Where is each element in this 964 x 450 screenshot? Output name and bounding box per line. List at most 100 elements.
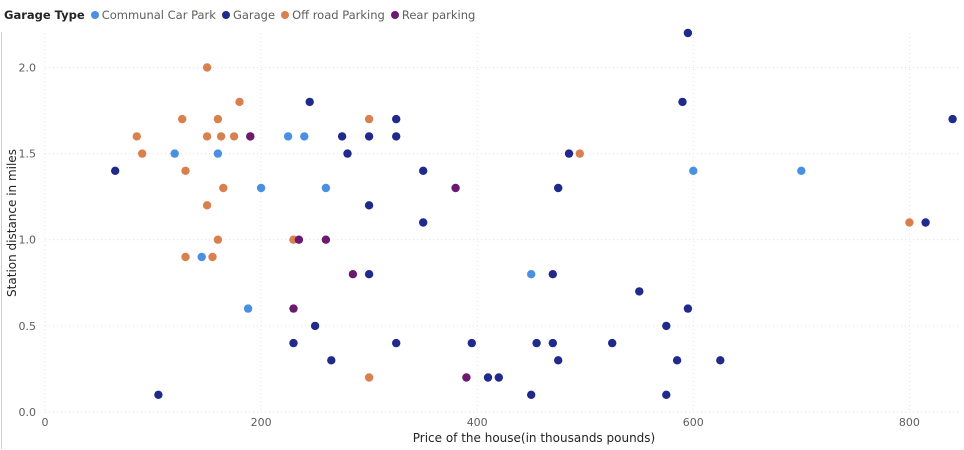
y-tick-label: 0.5 xyxy=(19,320,37,333)
y-tick-label: 1.0 xyxy=(19,234,37,247)
data-point-garage[interactable] xyxy=(921,218,930,227)
legend-title: Garage Type xyxy=(4,8,85,22)
data-point-garage[interactable] xyxy=(467,338,476,348)
data-point-garage[interactable] xyxy=(683,28,693,38)
data-point-garage[interactable] xyxy=(548,270,557,279)
data-point-communal-car-park[interactable] xyxy=(256,183,266,193)
legend-label: Off road Parking xyxy=(292,8,385,22)
data-point-garage[interactable] xyxy=(548,338,557,348)
data-point-garage[interactable] xyxy=(564,149,574,158)
data-point-garage[interactable] xyxy=(532,338,541,348)
x-tick-label: 200 xyxy=(251,416,272,429)
data-point-garage[interactable] xyxy=(364,270,374,279)
data-point-off-road-parking[interactable] xyxy=(138,149,147,158)
legend-item-garage[interactable]: Garage xyxy=(221,8,276,22)
y-tick-label: 1.5 xyxy=(19,148,37,161)
axis-ticks: 0.0 0.5 1.0 1.5 2.0 0 200 400 600 800 xyxy=(19,61,920,429)
data-point-garage[interactable] xyxy=(608,338,617,348)
data-point-garage[interactable] xyxy=(554,183,563,193)
data-point-garage[interactable] xyxy=(419,166,428,175)
data-point-rear-parking[interactable] xyxy=(294,235,304,244)
legend-dot-icon xyxy=(90,11,99,19)
data-point-garage[interactable] xyxy=(683,304,693,313)
legend-item-communal-car-park[interactable]: Communal Car Park xyxy=(90,8,216,22)
data-point-communal-car-park[interactable] xyxy=(170,149,179,158)
data-point-garage[interactable] xyxy=(337,132,347,141)
legend-dot-icon xyxy=(281,11,290,19)
data-point-garage[interactable] xyxy=(310,321,320,331)
data-point-off-road-parking[interactable] xyxy=(364,114,374,124)
data-point-garage[interactable] xyxy=(392,338,401,348)
data-point-garage[interactable] xyxy=(554,356,563,365)
legend-label: Communal Car Park xyxy=(101,8,216,22)
data-point-garage[interactable] xyxy=(678,97,687,107)
data-point-rear-parking[interactable] xyxy=(246,132,255,141)
data-point-off-road-parking[interactable] xyxy=(132,132,141,141)
data-point-off-road-parking[interactable] xyxy=(219,183,228,193)
data-points xyxy=(111,28,957,399)
data-point-garage[interactable] xyxy=(111,166,120,175)
data-point-garage[interactable] xyxy=(289,338,298,348)
x-tick-label: 600 xyxy=(683,416,704,429)
data-point-off-road-parking[interactable] xyxy=(213,114,223,124)
data-point-communal-car-park[interactable] xyxy=(213,149,223,158)
data-point-garage[interactable] xyxy=(392,132,401,141)
data-point-garage[interactable] xyxy=(527,390,536,399)
data-point-off-road-parking[interactable] xyxy=(202,201,212,210)
data-point-garage[interactable] xyxy=(662,390,671,399)
data-point-rear-parking[interactable] xyxy=(348,270,358,279)
data-point-garage[interactable] xyxy=(364,132,374,141)
data-point-communal-car-park[interactable] xyxy=(321,183,331,193)
data-point-garage[interactable] xyxy=(327,356,336,365)
data-point-garage[interactable] xyxy=(672,356,682,365)
data-point-off-road-parking[interactable] xyxy=(575,149,584,158)
data-point-communal-car-park[interactable] xyxy=(300,132,309,141)
data-point-off-road-parking[interactable] xyxy=(208,252,217,262)
legend: Garage Type Communal Car Park Garage Off… xyxy=(4,7,481,23)
data-point-off-road-parking[interactable] xyxy=(213,235,223,244)
data-point-garage[interactable] xyxy=(635,287,644,296)
legend-item-off-road-parking[interactable]: Off road Parking xyxy=(281,8,385,22)
data-point-off-road-parking[interactable] xyxy=(905,218,914,227)
x-tick-label: 0 xyxy=(42,416,49,429)
data-point-garage[interactable] xyxy=(343,149,352,158)
data-point-garage[interactable] xyxy=(392,114,401,124)
data-point-garage[interactable] xyxy=(364,201,374,210)
data-point-off-road-parking[interactable] xyxy=(364,373,374,382)
data-point-communal-car-park[interactable] xyxy=(689,166,698,175)
data-point-garage[interactable] xyxy=(419,218,428,227)
data-point-communal-car-park[interactable] xyxy=(197,252,206,262)
data-point-rear-parking[interactable] xyxy=(451,183,460,193)
data-point-garage[interactable] xyxy=(494,373,503,382)
data-point-communal-car-park[interactable] xyxy=(283,132,293,141)
data-point-garage[interactable] xyxy=(483,373,493,382)
y-axis-title: Station distance in miles xyxy=(5,149,19,297)
data-point-communal-car-park[interactable] xyxy=(527,270,536,279)
data-point-rear-parking[interactable] xyxy=(321,235,331,244)
legend-dot-icon xyxy=(221,11,230,19)
data-point-off-road-parking[interactable] xyxy=(216,132,226,141)
data-point-off-road-parking[interactable] xyxy=(202,63,212,72)
data-point-rear-parking[interactable] xyxy=(462,373,471,382)
data-point-rear-parking[interactable] xyxy=(289,304,298,313)
data-point-garage[interactable] xyxy=(716,356,725,365)
data-point-garage[interactable] xyxy=(154,390,163,399)
data-point-garage[interactable] xyxy=(948,114,957,124)
data-point-garage[interactable] xyxy=(305,97,314,107)
data-point-off-road-parking[interactable] xyxy=(229,132,239,141)
data-point-off-road-parking[interactable] xyxy=(181,166,190,175)
legend-item-rear-parking[interactable]: Rear parking xyxy=(390,8,475,22)
legend-label: Garage xyxy=(232,8,276,22)
data-point-communal-car-park[interactable] xyxy=(797,166,806,175)
data-point-off-road-parking[interactable] xyxy=(178,114,187,124)
data-point-off-road-parking[interactable] xyxy=(181,252,190,262)
y-tick-label: 0.0 xyxy=(19,406,37,419)
data-point-garage[interactable] xyxy=(662,321,671,331)
x-axis-title: Price of the house(in thousands pounds) xyxy=(413,431,655,445)
data-point-communal-car-park[interactable] xyxy=(243,304,253,313)
data-point-off-road-parking[interactable] xyxy=(202,132,212,141)
data-point-off-road-parking[interactable] xyxy=(235,97,244,107)
x-tick-label: 800 xyxy=(899,416,920,429)
